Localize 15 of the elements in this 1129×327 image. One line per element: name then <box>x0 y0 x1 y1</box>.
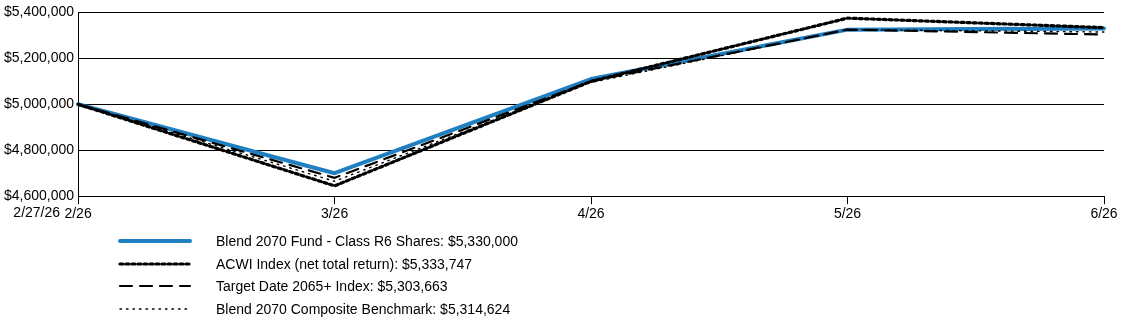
legend-label: Blend 2070 Composite Benchmark: $5,314,624 <box>216 300 511 317</box>
y-tick-label: $5,200,000 <box>3 49 75 66</box>
legend-label: Blend 2070 Fund - Class R6 Shares: $5,330,000 <box>216 233 518 250</box>
x-tick-label: 4/26 <box>577 205 605 222</box>
x-tick-label: 5/26 <box>833 205 862 222</box>
x-tick-label: 2/26 <box>64 205 92 222</box>
x-tick-label: 6/26 <box>1090 205 1118 222</box>
y-tick-label: $4,800,000 <box>3 141 75 158</box>
y-tick-label: $5,000,000 <box>3 95 75 112</box>
text: 2/27/26 <box>13 204 61 221</box>
y-tick-label: $4,600,000 <box>3 187 75 204</box>
y-tick-label: $5,400,000 <box>3 3 75 20</box>
x-tick-label: 3/26 <box>320 205 349 222</box>
legend-label: ACWI Index (net total return): $5,333,747 <box>216 255 473 272</box>
legend-label: Target Date 2065+ Index: $5,303,663 <box>216 278 448 295</box>
